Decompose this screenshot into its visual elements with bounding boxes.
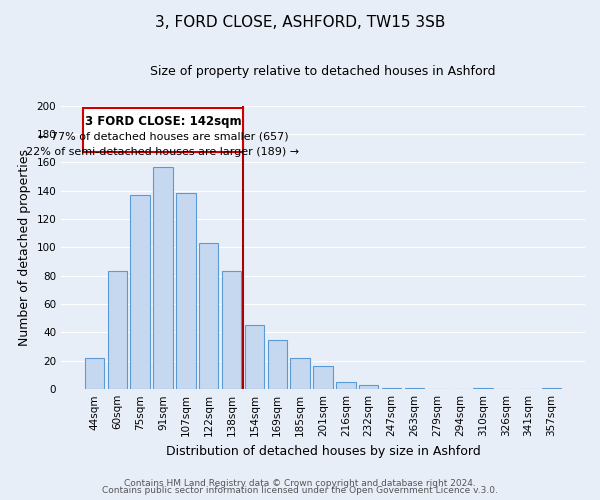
- Y-axis label: Number of detached properties: Number of detached properties: [18, 149, 31, 346]
- Bar: [268, 340, 287, 389]
- Bar: [199, 243, 218, 389]
- Bar: [542, 388, 561, 389]
- Text: 22% of semi-detached houses are larger (189) →: 22% of semi-detached houses are larger (…: [26, 146, 299, 156]
- Text: ← 77% of detached houses are smaller (657): ← 77% of detached houses are smaller (65…: [38, 131, 289, 141]
- Bar: [313, 366, 333, 389]
- Text: Contains HM Land Registry data © Crown copyright and database right 2024.: Contains HM Land Registry data © Crown c…: [124, 478, 476, 488]
- Bar: [404, 388, 424, 389]
- Bar: [336, 382, 356, 389]
- Bar: [83, 108, 243, 152]
- Bar: [222, 272, 241, 389]
- Text: Contains public sector information licensed under the Open Government Licence v.: Contains public sector information licen…: [102, 486, 498, 495]
- Text: 3 FORD CLOSE: 142sqm: 3 FORD CLOSE: 142sqm: [85, 116, 241, 128]
- Bar: [85, 358, 104, 389]
- X-axis label: Distribution of detached houses by size in Ashford: Distribution of detached houses by size …: [166, 444, 481, 458]
- Bar: [176, 194, 196, 389]
- Bar: [130, 195, 150, 389]
- Bar: [245, 326, 264, 389]
- Bar: [473, 388, 493, 389]
- Bar: [107, 272, 127, 389]
- Bar: [382, 388, 401, 389]
- Text: 3, FORD CLOSE, ASHFORD, TW15 3SB: 3, FORD CLOSE, ASHFORD, TW15 3SB: [155, 15, 445, 30]
- Bar: [359, 385, 379, 389]
- Bar: [154, 166, 173, 389]
- Bar: [290, 358, 310, 389]
- Title: Size of property relative to detached houses in Ashford: Size of property relative to detached ho…: [150, 65, 496, 78]
